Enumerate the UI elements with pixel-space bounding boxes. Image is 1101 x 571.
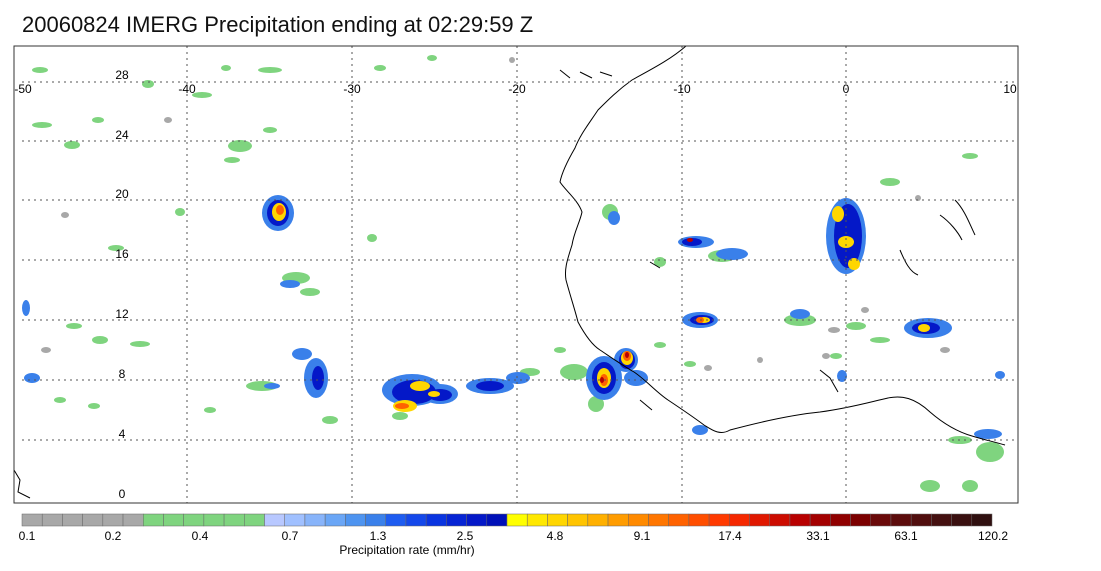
legend-tick-label: 0.1 [19, 529, 36, 543]
precipitation-cells [22, 55, 1005, 492]
colorbar-swatch [971, 513, 993, 527]
colorbar-swatch [466, 513, 488, 527]
colorbar-swatch [264, 513, 285, 527]
legend-title: Precipitation rate (mm/hr) [339, 543, 474, 557]
lat-label: 12 [115, 307, 129, 321]
colorbar-swatch [284, 513, 306, 527]
lat-label: 4 [119, 427, 126, 441]
colorbar-swatch [628, 513, 649, 527]
colorbar-swatch [163, 513, 184, 527]
colorbar-swatch [425, 513, 447, 527]
colorbar-swatch [446, 513, 467, 527]
colorbar-swatch [951, 513, 973, 527]
lat-label: 20 [115, 187, 129, 201]
colorbar-swatch [830, 513, 851, 527]
lon-label: -30 [343, 82, 361, 96]
colorbar-swatch [244, 513, 265, 527]
colorbar-swatch [688, 513, 710, 527]
lon-label: -40 [178, 82, 196, 96]
colorbar-swatch [910, 513, 932, 527]
colorbar-swatch [931, 513, 952, 527]
colorbar-swatch [506, 513, 528, 527]
map-border [13, 45, 1019, 504]
legend-tick-label: 0.4 [192, 529, 209, 543]
colorbar-swatch [567, 513, 589, 527]
legend-tick-label: 9.1 [634, 529, 651, 543]
colorbar-swatch [749, 513, 770, 527]
legend-tick-label: 17.4 [718, 529, 742, 543]
colorbar-swatch [183, 513, 205, 527]
colorbar-swatches [21, 513, 993, 527]
legend-tick-label: 33.1 [806, 529, 830, 543]
colorbar-swatch [345, 513, 366, 527]
lat-label: 28 [115, 68, 129, 82]
lon-label: -10 [673, 82, 691, 96]
lat-label: 0 [119, 487, 126, 501]
colorbar-swatch [587, 513, 609, 527]
colorbar-swatch [850, 513, 871, 527]
colorbar-swatch [62, 513, 83, 527]
colorbar-swatch [890, 513, 912, 527]
colorbar-swatch [324, 513, 346, 527]
lat-label: 8 [119, 367, 126, 381]
legend-tick-label: 63.1 [894, 529, 918, 543]
lon-label: 10 [1003, 82, 1017, 96]
colorbar-swatch [21, 513, 43, 527]
colorbar-swatch [203, 513, 225, 527]
colorbar-swatch [729, 513, 750, 527]
colorbar-swatch [365, 513, 387, 527]
legend-tick-label: 4.8 [547, 529, 564, 543]
map-title: 20060824 IMERG Precipitation ending at 0… [22, 12, 534, 37]
colorbar-swatch [526, 513, 548, 527]
lon-label: -20 [508, 82, 526, 96]
colorbar-swatch [870, 513, 892, 527]
colorbar-swatch [809, 513, 831, 527]
legend-tick-label: 120.2 [978, 529, 1008, 543]
legend-tick-label: 1.3 [370, 529, 387, 543]
colorbar-swatch [143, 513, 164, 527]
colorbar-swatch [648, 513, 669, 527]
colorbar-swatch [102, 513, 124, 527]
legend-tick-label: 2.5 [457, 529, 474, 543]
colorbar-swatch [607, 513, 629, 527]
colorbar-swatch [223, 513, 245, 527]
legend-tick-label: 0.7 [282, 529, 299, 543]
colorbar-swatch [82, 513, 104, 527]
lat-label: 16 [115, 247, 129, 261]
colorbar-swatch [304, 513, 326, 527]
lat-label: 24 [115, 128, 129, 142]
colorbar-swatch [385, 513, 407, 527]
colorbar-swatch [789, 513, 811, 527]
colorbar-swatch [486, 513, 508, 527]
graticule [22, 46, 1018, 503]
colorbar-swatch [405, 513, 427, 527]
colorbar-swatch [547, 513, 568, 527]
coastline [13, 45, 1006, 499]
colorbar-swatch [41, 513, 63, 527]
colorbar-swatch [668, 513, 690, 527]
legend-tick-label: 0.2 [105, 529, 122, 543]
lon-label: -50 [14, 82, 32, 96]
lon-label: 0 [843, 82, 850, 96]
colorbar-swatch [769, 513, 791, 527]
colorbar-swatch [708, 513, 730, 527]
colorbar-swatch [122, 513, 144, 527]
